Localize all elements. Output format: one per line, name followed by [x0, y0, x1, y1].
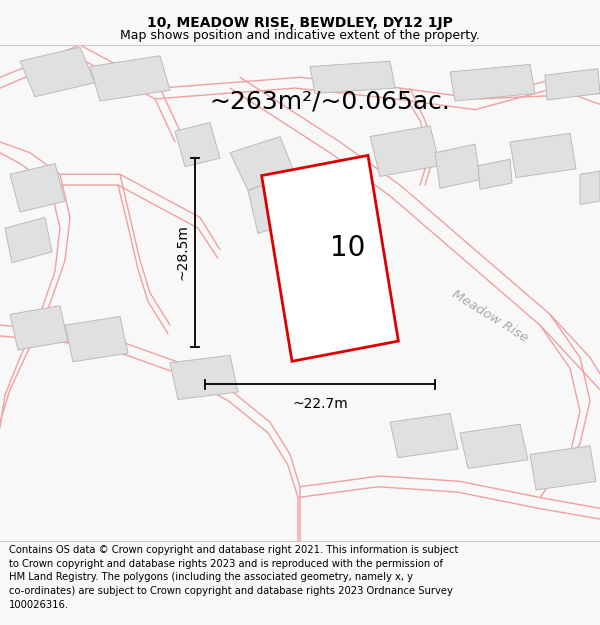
Polygon shape	[390, 414, 458, 458]
Polygon shape	[370, 126, 440, 176]
Text: ~263m²/~0.065ac.: ~263m²/~0.065ac.	[209, 89, 451, 113]
Text: 100026316.: 100026316.	[9, 600, 69, 610]
Polygon shape	[435, 144, 480, 188]
Text: 10, MEADOW RISE, BEWDLEY, DY12 1JP: 10, MEADOW RISE, BEWDLEY, DY12 1JP	[147, 16, 453, 30]
Polygon shape	[530, 446, 596, 490]
Text: to Crown copyright and database rights 2023 and is reproduced with the permissio: to Crown copyright and database rights 2…	[9, 559, 443, 569]
Polygon shape	[248, 174, 305, 234]
Polygon shape	[90, 56, 170, 101]
Polygon shape	[460, 424, 528, 468]
Text: Meadow Rise: Meadow Rise	[449, 288, 530, 345]
Text: HM Land Registry. The polygons (including the associated geometry, namely x, y: HM Land Registry. The polygons (includin…	[9, 572, 413, 582]
Polygon shape	[450, 64, 535, 101]
Polygon shape	[580, 171, 600, 204]
Polygon shape	[20, 47, 95, 97]
Text: 10: 10	[331, 234, 365, 261]
Polygon shape	[262, 156, 398, 361]
Polygon shape	[175, 122, 220, 167]
Polygon shape	[545, 69, 600, 100]
Text: Map shows position and indicative extent of the property.: Map shows position and indicative extent…	[120, 29, 480, 42]
Polygon shape	[10, 306, 68, 350]
Polygon shape	[510, 133, 576, 178]
Polygon shape	[65, 316, 128, 362]
Text: Contains OS data © Crown copyright and database right 2021. This information is : Contains OS data © Crown copyright and d…	[9, 545, 458, 555]
Polygon shape	[230, 137, 295, 191]
Polygon shape	[478, 159, 512, 189]
Polygon shape	[10, 164, 65, 212]
Text: co-ordinates) are subject to Crown copyright and database rights 2023 Ordnance S: co-ordinates) are subject to Crown copyr…	[9, 586, 453, 596]
Polygon shape	[310, 61, 395, 94]
Polygon shape	[170, 355, 238, 399]
Text: ~28.5m: ~28.5m	[175, 224, 189, 281]
Text: ~22.7m: ~22.7m	[292, 398, 348, 411]
Polygon shape	[5, 217, 52, 262]
